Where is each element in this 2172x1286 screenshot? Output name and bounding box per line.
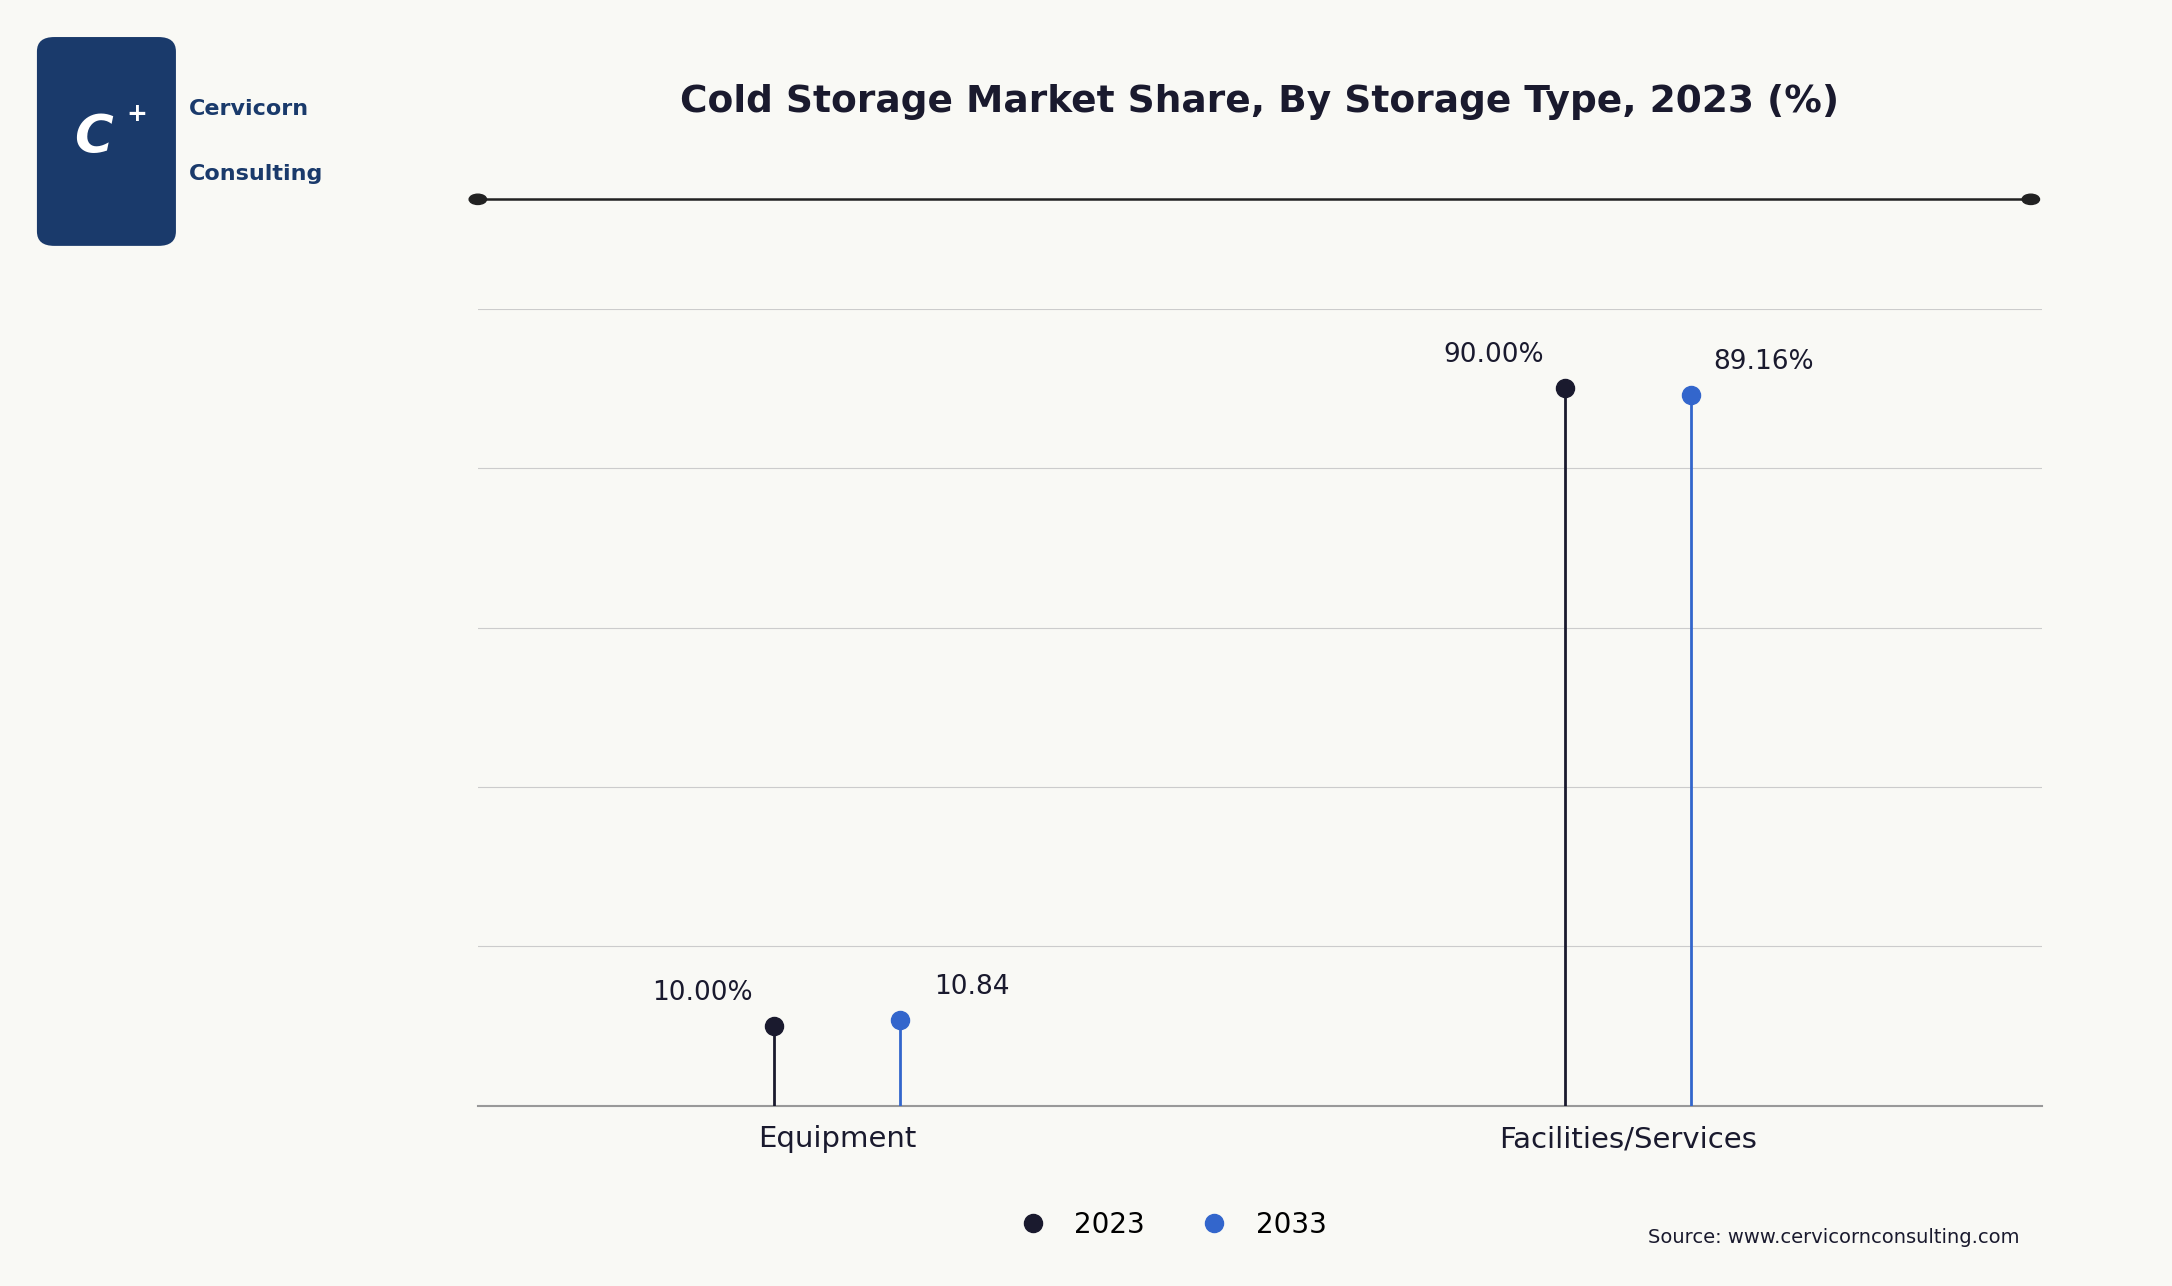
Text: 10.84: 10.84	[934, 974, 1010, 999]
Legend: 2023, 2033: 2023, 2033	[995, 1200, 1338, 1250]
Text: 10.00%: 10.00%	[652, 980, 754, 1006]
Text: 89.16%: 89.16%	[1714, 349, 1814, 376]
Text: Cervicorn: Cervicorn	[189, 99, 308, 120]
Text: Cold Storage Market Share, By Storage Type, 2023 (%): Cold Storage Market Share, By Storage Ty…	[680, 84, 1840, 120]
Text: Source: www.cervicornconsulting.com: Source: www.cervicornconsulting.com	[1649, 1228, 2020, 1247]
FancyBboxPatch shape	[37, 37, 176, 246]
Text: C: C	[74, 112, 113, 163]
Text: Consulting: Consulting	[189, 163, 324, 184]
Text: +: +	[126, 103, 148, 126]
Text: 90.00%: 90.00%	[1442, 342, 1544, 369]
